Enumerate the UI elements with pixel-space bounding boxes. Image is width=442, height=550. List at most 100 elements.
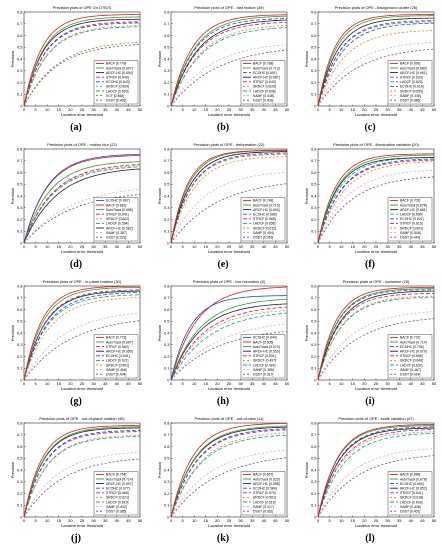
panel-caption: (a) [70, 122, 82, 133]
y-tick-label: 0.5 [17, 319, 23, 324]
series-line [317, 157, 435, 244]
series-line [170, 151, 288, 244]
chart-svg: Precision plots of OPE - deformation (22… [157, 142, 290, 254]
x-tick-label: 10 [45, 381, 50, 386]
x-axis-label: Location error threshold [355, 386, 397, 391]
legend-label: AutoTrack [0.714] [400, 340, 427, 344]
y-axis-label: Precision [304, 462, 309, 478]
y-tick-label: 0.2 [164, 354, 170, 359]
x-tick-label: 50 [285, 381, 290, 386]
y-tick-label: 0.7 [311, 432, 317, 437]
x-tick-label: 50 [285, 244, 290, 249]
legend-label: DSST [0.323] [106, 236, 126, 240]
y-tick-label: 0.5 [164, 182, 170, 187]
series-line [23, 188, 141, 244]
x-axis-label: Location error threshold [208, 112, 250, 117]
legend-label: SRDCF [0.601] [400, 226, 423, 230]
series-line [317, 318, 435, 381]
x-tick-label: 10 [45, 518, 50, 523]
series-line [23, 294, 141, 381]
panel-caption: (g) [70, 396, 82, 407]
x-tick-label: 25 [374, 244, 379, 249]
series-line [23, 153, 141, 244]
x-tick-label: 0 [23, 244, 26, 249]
y-axis-label: Precision [157, 51, 162, 67]
x-tick-label: 5 [34, 381, 37, 386]
y-tick-label: 0.1 [311, 229, 317, 234]
x-tick-label: 15 [204, 381, 209, 386]
y-tick-label: 0 [314, 377, 317, 382]
y-axis-label: Precision [10, 188, 15, 204]
x-tick-label: 50 [432, 107, 437, 112]
x-tick-label: 10 [192, 107, 197, 112]
chart-panel: Precision plots of OPE - low resolution … [155, 276, 291, 412]
series-line [170, 306, 288, 381]
legend-label: ARCF-HC [0.661] [400, 208, 427, 212]
chart-panel: Precision plots of OPE - fast motion (39… [155, 2, 291, 138]
y-tick-label: 0.4 [311, 330, 317, 335]
x-tick-label: 15 [351, 244, 356, 249]
x-tick-label: 45 [420, 518, 425, 523]
x-tick-label: 25 [80, 518, 85, 523]
y-tick-label: 0.3 [17, 68, 23, 73]
chart-panel: Precision plots of OPE - out-of-plane ro… [8, 413, 144, 549]
x-tick-label: 15 [351, 107, 356, 112]
legend-label: LADCF [0.594] [106, 222, 128, 226]
legend-label: AutoTrack [0.697] [106, 66, 133, 70]
legend-label: BACF [0.754] [106, 473, 126, 477]
y-tick-label: 0.5 [311, 456, 317, 461]
x-tick-label: 45 [126, 518, 131, 523]
y-axis-label: Precision [304, 188, 309, 204]
legend-label: SAMF [0.436] [400, 94, 421, 98]
series-line [317, 15, 435, 107]
y-tick-label: 0.1 [311, 503, 317, 508]
series-line [317, 20, 435, 107]
series-line [317, 426, 435, 518]
x-tick-label: 5 [328, 244, 331, 249]
series-line [170, 323, 288, 381]
legend-label: ECOHC [0.621] [400, 217, 424, 221]
series-line [317, 22, 435, 107]
series-line [170, 432, 288, 518]
x-tick-label: 25 [227, 518, 232, 523]
y-tick-label: 0.4 [164, 193, 170, 198]
chart-panel: Precision plots of OPE On DTB70 0 5 10 15 20 2… [8, 2, 144, 138]
series-line [23, 287, 141, 381]
legend-label: SAMF [0.508] [400, 231, 421, 235]
x-tick-label: 45 [273, 518, 278, 523]
chart-title: Precision plots of OPE - occlusion (25) [343, 279, 410, 284]
x-tick-label: 0 [317, 244, 320, 249]
y-tick-label: 0.8 [311, 283, 317, 288]
legend-label: SRDCF [0.612] [253, 226, 276, 230]
series-line [170, 27, 288, 107]
x-tick-label: 35 [250, 381, 255, 386]
x-tick-label: 10 [339, 518, 344, 523]
x-tick-label: 25 [374, 107, 379, 112]
y-tick-label: 0.8 [17, 420, 23, 425]
y-tick-label: 0 [20, 514, 23, 519]
x-tick-label: 0 [23, 107, 26, 112]
legend-label: STRCF [0.531] [253, 354, 276, 358]
x-tick-label: 25 [227, 244, 232, 249]
x-tick-label: 30 [91, 518, 96, 523]
chart-svg: Precision plots of OPE - fast motion (39… [157, 5, 290, 117]
y-tick-label: 0.7 [17, 158, 23, 163]
series-line [170, 331, 288, 381]
chart-svg: Precision plots of OPE - low resolution … [157, 279, 290, 391]
series-line [170, 19, 288, 107]
series-line [170, 422, 288, 518]
chart-title: Precision plots of OPE - scale variation… [338, 416, 414, 421]
series-line [317, 30, 435, 107]
y-tick-label: 0.5 [17, 182, 23, 187]
legend-label: SRDCF [0.609] [106, 85, 129, 89]
series-line [23, 16, 141, 107]
panel-caption: (c) [364, 122, 376, 133]
y-tick-label: 0.2 [311, 80, 317, 85]
legend-label: ECOHC [0.688] [253, 213, 277, 217]
x-axis-label: Location error threshold [208, 386, 250, 391]
y-tick-label: 0.2 [311, 354, 317, 359]
series-line [170, 434, 288, 518]
series-line [170, 149, 288, 244]
series-line [23, 289, 141, 381]
series-line [317, 17, 435, 107]
